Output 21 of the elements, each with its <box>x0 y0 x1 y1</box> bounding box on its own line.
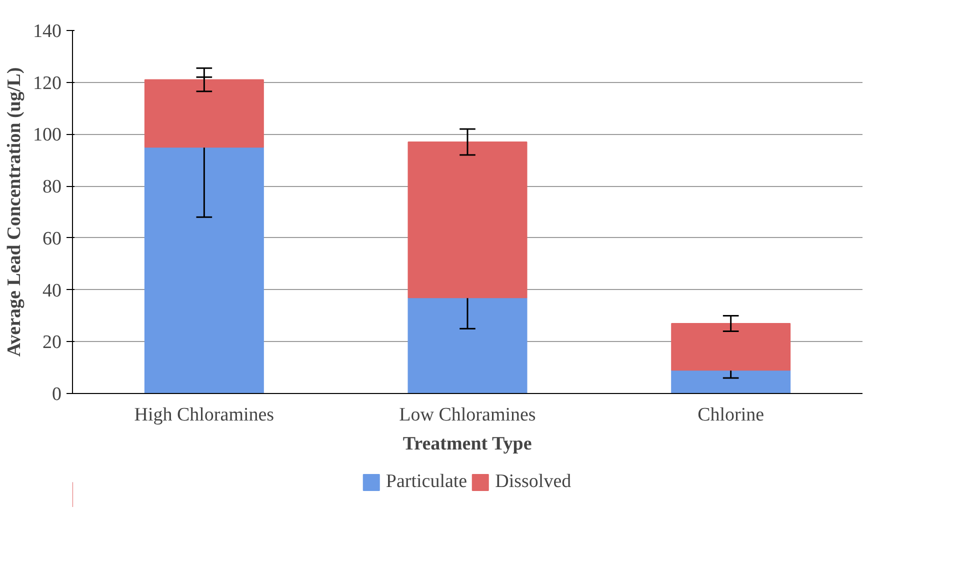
x-tick-label: Low Chloramines <box>399 404 536 426</box>
y-axis-title: Average Lead Concentration (ug/L) <box>4 67 25 357</box>
y-tick-label: 0 <box>52 384 62 405</box>
y-tick-label: 80 <box>42 176 62 198</box>
bar <box>671 370 791 394</box>
y-tick-label: 60 <box>42 228 62 250</box>
legend-label: Dissolved <box>495 471 572 493</box>
bar <box>144 146 264 394</box>
x-tick-label: Chlorine <box>698 404 764 426</box>
y-tick-label: 40 <box>42 280 62 302</box>
bar <box>408 141 528 298</box>
bar <box>144 79 264 148</box>
y-tick-label: 20 <box>42 332 62 354</box>
x-tick-label: High Chloramines <box>134 404 274 426</box>
legend-label: Particulate <box>386 471 468 493</box>
bar <box>671 322 791 371</box>
y-tick-label: 140 <box>33 21 62 42</box>
y-tick-label: 100 <box>33 124 62 146</box>
bar <box>408 297 528 394</box>
y-tick-label: 120 <box>33 72 62 94</box>
x-axis-title: Treatment Type <box>402 434 532 454</box>
